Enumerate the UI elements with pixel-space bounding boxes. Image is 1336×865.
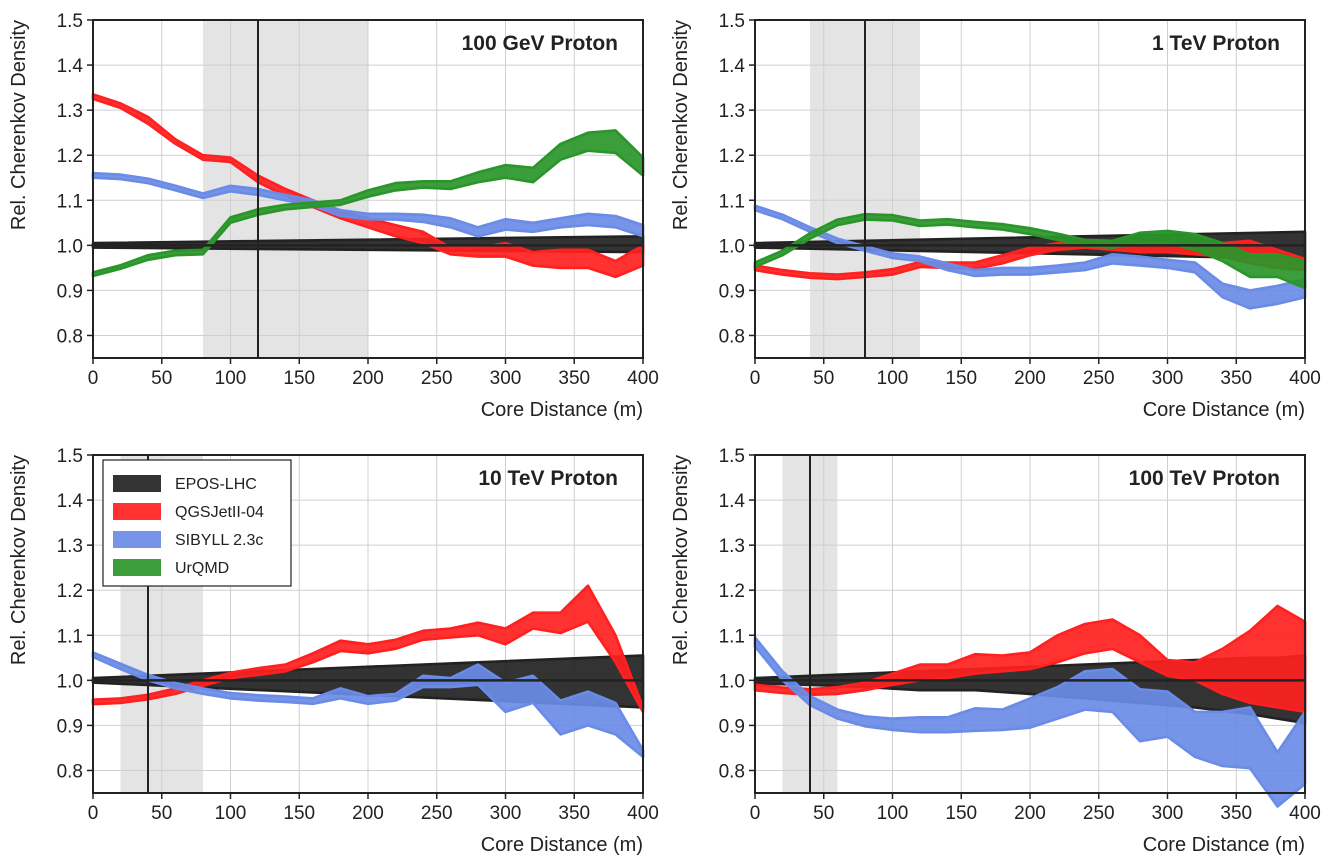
y-tick-label: 1.2 [719,581,745,602]
x-tick-label: 100 [877,368,909,389]
x-tick-label: 100 [215,368,247,389]
y-tick-label: 1.5 [57,11,83,32]
y-tick-label: 0.8 [719,761,745,782]
y-tick-label: 1.0 [57,236,83,257]
panel-3: 0 50 100 150 200 250 300 350 400 0.8 0.9 1.0 1.1 1.2 1… [8,446,659,856]
x-axis-title: Core Distance (m) [481,834,643,856]
x-tick-label: 350 [1220,368,1252,389]
y-tick-label: 0.9 [57,281,83,302]
x-tick-label: 200 [1014,368,1046,389]
x-tick-label: 300 [490,368,522,389]
legend-swatch-epos-lhc [113,475,161,492]
panel-2: 0 50 100 150 200 250 300 350 400 0.8 0.9 1.0 1.1 1.2 1… [670,11,1321,421]
y-tick-label: 0.8 [719,326,745,347]
x-axis-title: Core Distance (m) [1143,834,1305,856]
x-tick-label: 0 [750,368,761,389]
y-tick-label: 1.0 [719,671,745,692]
y-tick-label: 0.8 [57,761,83,782]
y-tick-label: 1.3 [719,101,745,122]
x-tick-label: 150 [945,368,977,389]
y-tick-label: 1.1 [719,191,745,212]
panel-title: 1 TeV Proton [1152,32,1280,55]
y-tick-label: 1.2 [57,146,83,167]
x-tick-label: 50 [813,368,834,389]
x-tick-label: 0 [88,368,99,389]
x-tick-label: 250 [1083,803,1115,824]
panel-title: 100 GeV Proton [462,32,618,55]
legend-swatch-qgsjetii-04 [113,503,161,520]
y-tick-label: 1.0 [719,236,745,257]
legend-label: UrQMD [175,560,229,577]
x-tick-label: 300 [490,803,522,824]
x-tick-label: 200 [1014,803,1046,824]
x-tick-label: 350 [558,368,590,389]
x-axis-title: Core Distance (m) [481,399,643,421]
x-tick-label: 400 [627,368,659,389]
panel-4: 0 50 100 150 200 250 300 350 400 0.8 0.9 1.0 1.1 1.2 1… [670,446,1321,856]
panel-title: 10 TeV Proton [478,467,618,490]
y-axis-title: Rel. Cherenkov Density [8,455,30,665]
legend-label: QGSJetII-04 [175,504,264,521]
x-tick-label: 50 [151,368,172,389]
x-tick-label: 0 [750,803,761,824]
legend-swatch-urqmd [113,559,161,576]
y-tick-label: 1.4 [57,491,84,512]
x-tick-label: 50 [813,803,834,824]
y-tick-label: 0.9 [719,716,745,737]
y-tick-label: 1.1 [57,626,83,647]
y-tick-label: 1.1 [57,191,83,212]
x-tick-label: 300 [1152,368,1184,389]
y-tick-label: 1.3 [719,536,745,557]
x-tick-label: 200 [352,803,384,824]
x-tick-label: 250 [421,368,453,389]
x-tick-label: 400 [627,803,659,824]
y-axis-title: Rel. Cherenkov Density [670,20,692,230]
y-tick-label: 1.5 [719,446,745,467]
x-tick-label: 350 [1220,803,1252,824]
y-tick-label: 0.9 [57,716,83,737]
legend-label: SIBYLL 2.3c [175,532,263,549]
panel-title: 100 TeV Proton [1129,467,1280,490]
legend: EPOS-LHC QGSJetII-04 SIBYLL 2.3c UrQMD [102,459,292,587]
y-tick-label: 0.8 [57,326,83,347]
x-tick-label: 300 [1152,803,1184,824]
y-tick-label: 1.4 [57,56,84,77]
x-axis-title: Core Distance (m) [1143,399,1305,421]
x-tick-label: 200 [352,368,384,389]
y-tick-label: 1.3 [57,536,83,557]
x-tick-label: 0 [88,803,99,824]
x-tick-label: 100 [215,803,247,824]
legend-label: EPOS-LHC [175,476,257,493]
y-axis-title: Rel. Cherenkov Density [8,20,30,230]
panel-1: 0 50 100 150 200 250 300 350 400 0.8 0.9 1.0 1.1 1.2 1… [8,11,659,421]
x-tick-label: 400 [1289,368,1321,389]
x-tick-label: 150 [945,803,977,824]
x-tick-label: 150 [283,368,315,389]
y-tick-label: 1.5 [719,11,745,32]
y-tick-label: 1.3 [57,101,83,122]
y-axis-title: Rel. Cherenkov Density [670,455,692,665]
x-tick-label: 100 [877,803,909,824]
x-tick-label: 400 [1289,803,1321,824]
x-tick-label: 250 [421,803,453,824]
y-tick-label: 1.5 [57,446,83,467]
y-tick-label: 1.2 [57,581,83,602]
y-tick-label: 1.4 [719,56,746,77]
x-tick-label: 150 [283,803,315,824]
y-tick-label: 0.9 [719,281,745,302]
y-tick-label: 1.2 [719,146,745,167]
y-tick-label: 1.1 [719,626,745,647]
y-tick-label: 1.0 [57,671,83,692]
legend-swatch-sibyll-2-3c [113,531,161,548]
x-tick-label: 50 [151,803,172,824]
x-tick-label: 350 [558,803,590,824]
y-tick-label: 1.4 [719,491,746,512]
x-tick-label: 250 [1083,368,1115,389]
